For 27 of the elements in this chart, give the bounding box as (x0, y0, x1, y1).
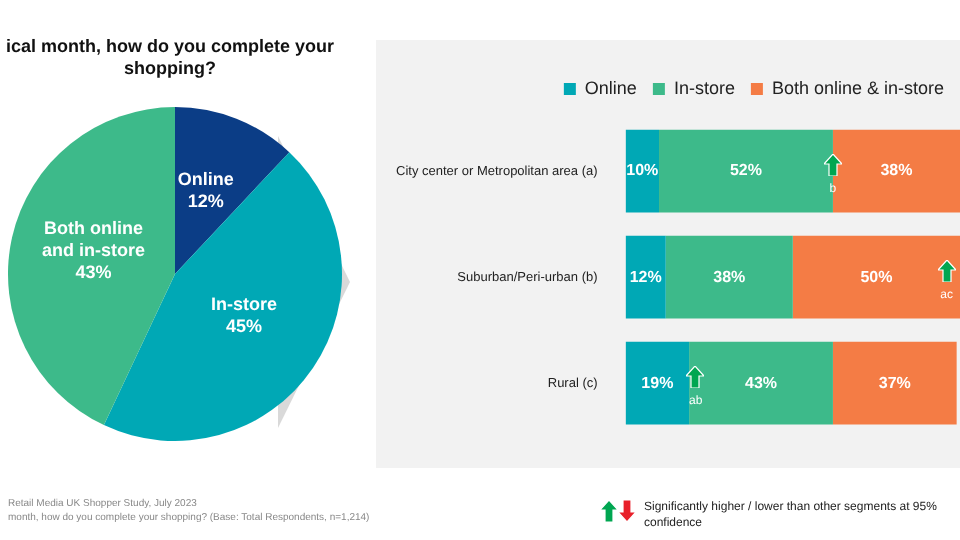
data-label: 12% (187, 191, 224, 212)
data-label: 52% (729, 161, 762, 180)
data-label: 12% (629, 267, 662, 286)
data-label: 43% (75, 261, 112, 282)
legend-label: Both online & in-store (771, 77, 945, 98)
data-label: 38% (713, 267, 746, 286)
slice-label: In-store (211, 293, 278, 314)
bar (832, 129, 960, 213)
bar (625, 235, 666, 319)
data-label: 19% (641, 373, 674, 392)
data-label: 43% (745, 373, 778, 392)
bar (659, 129, 833, 213)
bar (832, 341, 957, 425)
data-label: 37% (878, 373, 911, 392)
chart-title: ical month, how do you complete your shopping? (3, 36, 336, 80)
data-label: 50% (860, 267, 893, 286)
bar (689, 341, 833, 425)
legend-label: Online (584, 77, 637, 98)
bar (792, 235, 960, 319)
legend-label: In-store (673, 77, 735, 98)
slice-label: Both online and in-store (42, 217, 146, 260)
data-label: 10% (626, 161, 659, 180)
data-label: 38% (880, 161, 913, 180)
data-label: 45% (226, 315, 263, 336)
bar (665, 235, 793, 319)
bar (625, 341, 690, 425)
slice-label: Online (177, 169, 234, 190)
